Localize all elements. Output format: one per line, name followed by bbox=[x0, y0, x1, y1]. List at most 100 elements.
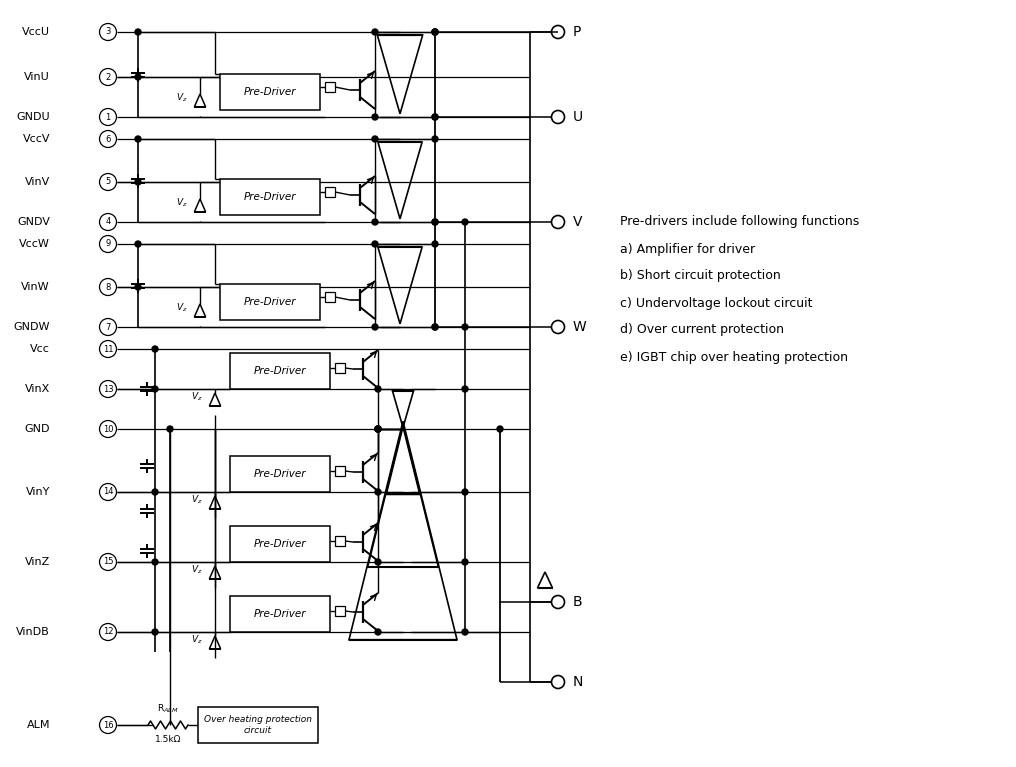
Circle shape bbox=[432, 324, 438, 330]
Circle shape bbox=[372, 241, 378, 247]
Bar bbox=[335, 363, 345, 373]
Circle shape bbox=[135, 179, 141, 185]
Circle shape bbox=[375, 426, 381, 432]
Circle shape bbox=[372, 114, 378, 120]
Text: 15: 15 bbox=[103, 558, 113, 567]
Circle shape bbox=[372, 219, 378, 225]
Circle shape bbox=[375, 426, 381, 432]
Text: c) Undervoltage lockout circuit: c) Undervoltage lockout circuit bbox=[620, 297, 813, 310]
Circle shape bbox=[135, 241, 141, 247]
Text: GND: GND bbox=[24, 424, 50, 434]
Text: 10: 10 bbox=[103, 424, 113, 433]
Text: 6: 6 bbox=[106, 134, 111, 143]
Circle shape bbox=[462, 219, 468, 225]
Circle shape bbox=[135, 74, 141, 80]
Circle shape bbox=[462, 386, 468, 392]
Text: GNDU: GNDU bbox=[16, 112, 50, 122]
Text: B: B bbox=[573, 595, 582, 609]
Text: b) Short circuit protection: b) Short circuit protection bbox=[620, 269, 780, 282]
Circle shape bbox=[167, 426, 173, 432]
Circle shape bbox=[375, 426, 381, 432]
Bar bbox=[335, 466, 345, 476]
Text: Pre-Driver: Pre-Driver bbox=[254, 609, 306, 619]
Text: Pre-Driver: Pre-Driver bbox=[244, 192, 297, 202]
Text: 1.5kΩ: 1.5kΩ bbox=[154, 735, 181, 744]
Text: Pre-Driver: Pre-Driver bbox=[254, 539, 306, 549]
Circle shape bbox=[135, 29, 141, 35]
Text: Pre-Driver: Pre-Driver bbox=[254, 469, 306, 479]
Text: a) Amplifier for driver: a) Amplifier for driver bbox=[620, 242, 755, 255]
Bar bbox=[230, 353, 330, 389]
Text: e) IGBT chip over heating protection: e) IGBT chip over heating protection bbox=[620, 351, 848, 364]
Bar bbox=[220, 179, 320, 215]
Text: VinZ: VinZ bbox=[24, 557, 50, 567]
Text: 14: 14 bbox=[103, 488, 113, 496]
Circle shape bbox=[375, 386, 381, 392]
Text: 13: 13 bbox=[103, 384, 114, 393]
Text: 11: 11 bbox=[103, 344, 113, 354]
Circle shape bbox=[152, 629, 158, 635]
Bar bbox=[335, 536, 345, 546]
Circle shape bbox=[462, 489, 468, 495]
Circle shape bbox=[432, 114, 438, 120]
Circle shape bbox=[372, 324, 378, 330]
Text: VinU: VinU bbox=[24, 72, 50, 82]
Bar bbox=[230, 596, 330, 632]
Circle shape bbox=[432, 29, 438, 35]
Text: $V_z$: $V_z$ bbox=[191, 634, 203, 647]
Bar bbox=[325, 292, 335, 302]
Circle shape bbox=[432, 29, 438, 35]
Text: Pre-Driver: Pre-Driver bbox=[254, 366, 306, 376]
Bar bbox=[325, 187, 335, 197]
Text: Over heating protection
circuit: Over heating protection circuit bbox=[204, 716, 312, 735]
Text: 1: 1 bbox=[106, 113, 111, 121]
Circle shape bbox=[372, 136, 378, 142]
Text: VccW: VccW bbox=[19, 239, 50, 249]
Text: d) Over current protection: d) Over current protection bbox=[620, 324, 784, 337]
Text: ALM: ALM bbox=[26, 720, 50, 730]
Circle shape bbox=[152, 386, 158, 392]
Circle shape bbox=[432, 136, 438, 142]
Circle shape bbox=[462, 324, 468, 330]
Text: $V_z$: $V_z$ bbox=[177, 301, 188, 314]
Text: Pre-drivers include following functions: Pre-drivers include following functions bbox=[620, 216, 860, 229]
Bar bbox=[325, 82, 335, 92]
Circle shape bbox=[372, 29, 378, 35]
Circle shape bbox=[462, 559, 468, 565]
Circle shape bbox=[375, 426, 381, 432]
Text: $V_z$: $V_z$ bbox=[177, 92, 188, 104]
Text: 8: 8 bbox=[106, 282, 111, 291]
Text: VinW: VinW bbox=[21, 282, 50, 292]
Circle shape bbox=[135, 284, 141, 290]
Text: 7: 7 bbox=[106, 322, 111, 331]
Text: GNDW: GNDW bbox=[13, 322, 50, 332]
Circle shape bbox=[375, 629, 381, 635]
Circle shape bbox=[462, 629, 468, 635]
Text: $V_z$: $V_z$ bbox=[177, 197, 188, 209]
Text: 4: 4 bbox=[106, 218, 111, 226]
Text: Vcc: Vcc bbox=[30, 344, 50, 354]
Circle shape bbox=[152, 559, 158, 565]
Circle shape bbox=[432, 29, 438, 35]
Bar bbox=[335, 606, 345, 616]
Text: VccU: VccU bbox=[22, 27, 50, 37]
Text: VinDB: VinDB bbox=[16, 627, 50, 637]
Text: 2: 2 bbox=[106, 73, 111, 81]
Text: Pre-Driver: Pre-Driver bbox=[244, 87, 297, 97]
Circle shape bbox=[497, 426, 503, 432]
Text: N: N bbox=[573, 675, 583, 689]
Circle shape bbox=[432, 241, 438, 247]
Circle shape bbox=[152, 346, 158, 352]
Text: VinY: VinY bbox=[25, 487, 50, 497]
Text: P: P bbox=[573, 25, 581, 39]
Bar bbox=[220, 284, 320, 320]
Text: $V_z$: $V_z$ bbox=[191, 564, 203, 576]
Text: Pre-Driver: Pre-Driver bbox=[244, 297, 297, 307]
Text: $V_z$: $V_z$ bbox=[191, 494, 203, 506]
Text: VinV: VinV bbox=[24, 177, 50, 187]
Circle shape bbox=[375, 489, 381, 495]
Circle shape bbox=[152, 489, 158, 495]
Text: 3: 3 bbox=[106, 28, 111, 37]
Text: 9: 9 bbox=[106, 239, 111, 249]
Text: 5: 5 bbox=[106, 177, 111, 186]
